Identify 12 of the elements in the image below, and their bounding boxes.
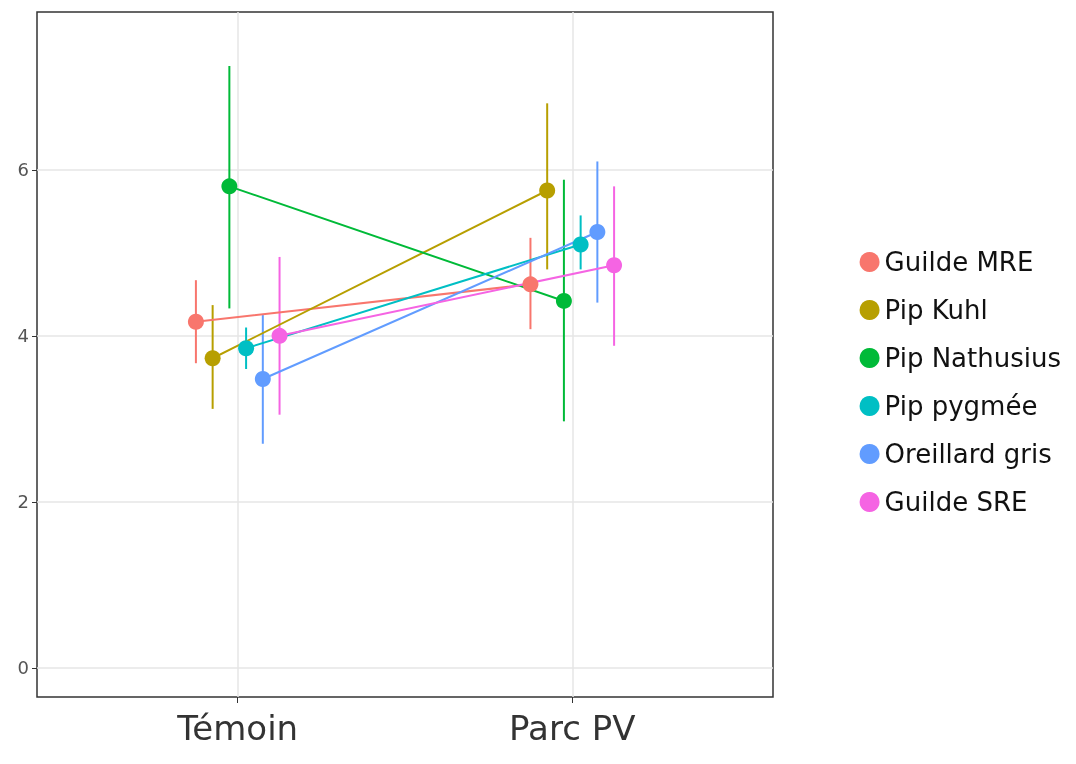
- x-tick-label: Témoin: [176, 708, 299, 748]
- legend-label: Pip pygmée: [884, 391, 1038, 421]
- y-tick-label: 0: [17, 657, 29, 679]
- x-tick-label: Parc PV: [509, 708, 636, 748]
- legend-label: Pip Kuhl: [884, 295, 988, 325]
- y-tick-label: 4: [17, 325, 29, 347]
- y-tick-label: 6: [17, 159, 29, 181]
- legend-label: Guilde MRE: [884, 247, 1034, 277]
- y-tick-label: 2: [17, 491, 29, 513]
- legend-label: Pip Nathusius: [884, 343, 1062, 373]
- legend-label: Guilde SRE: [884, 487, 1028, 517]
- legend-label: Oreillard gris: [884, 439, 1052, 469]
